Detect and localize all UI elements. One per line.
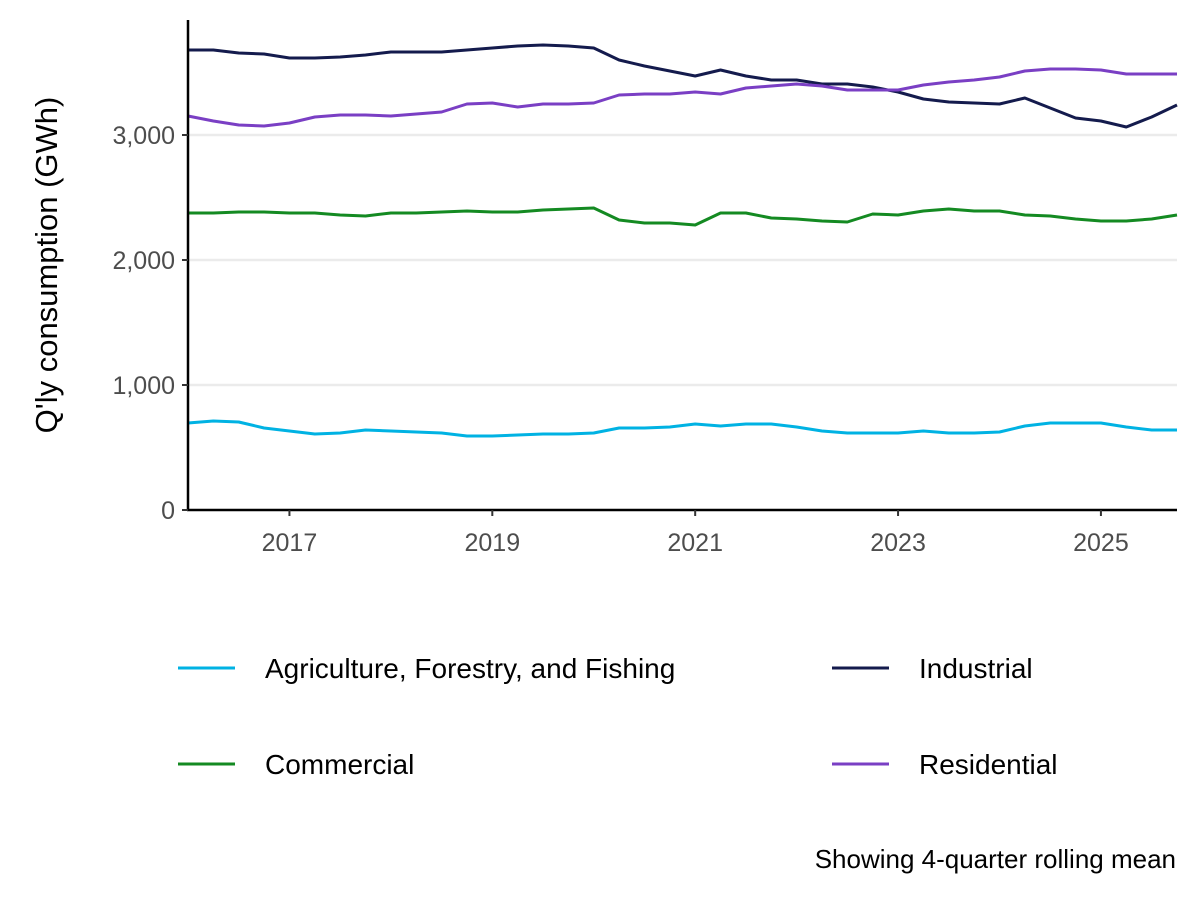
legend-label: Residential — [919, 749, 1058, 780]
series-line-residential — [187, 67, 1177, 128]
y-tick-label: 0 — [161, 497, 175, 525]
x-tick-label: 2021 — [667, 529, 723, 557]
legend-label: Commercial — [265, 749, 414, 780]
legend-label: Agriculture, Forestry, and Fishing — [265, 653, 675, 684]
x-tick-label: 2019 — [464, 529, 520, 557]
series-line-agriculture-forestry-and-fishing — [187, 419, 1177, 438]
y-tick-label: 3,000 — [112, 122, 175, 150]
y-tick-label: 1,000 — [112, 372, 175, 400]
x-tick-label: 2025 — [1073, 529, 1129, 557]
legend-label: Industrial — [919, 653, 1033, 684]
series-line-commercial — [188, 206, 1178, 227]
y-tick-label: 2,000 — [112, 247, 175, 275]
x-tick-label: 2017 — [262, 529, 318, 557]
y-axis-title: Q'ly consumption (GWh) — [29, 97, 64, 434]
series-line-industrial — [188, 43, 1178, 129]
caption: Showing 4-quarter rolling mean — [815, 844, 1176, 874]
x-tick-label: 2023 — [870, 529, 926, 557]
